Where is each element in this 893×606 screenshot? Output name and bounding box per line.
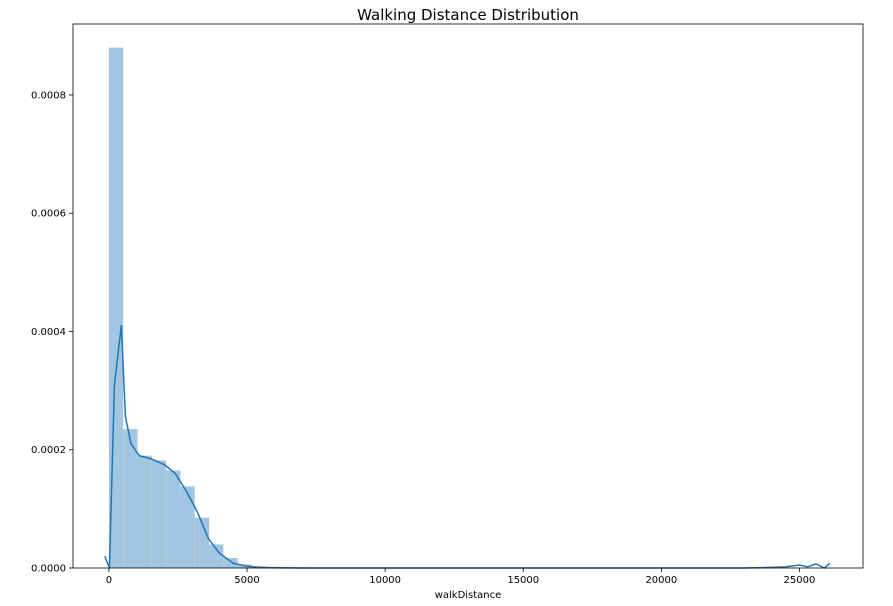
x-tick-label: 20000 <box>645 575 677 586</box>
histogram-bar <box>209 544 224 568</box>
chart-title: Walking Distance Distribution <box>357 6 579 24</box>
histogram-bar <box>123 429 138 568</box>
y-tick-label: 0.0002 <box>31 445 66 456</box>
histogram-bar <box>223 557 238 568</box>
plot-frame <box>72 23 864 569</box>
histogram-bar <box>180 486 195 568</box>
y-tick-label: 0.0000 <box>31 564 66 575</box>
x-tick-label: 15000 <box>507 575 539 586</box>
histogram-bar <box>137 455 152 568</box>
y-tick-label: 0.0008 <box>31 90 66 101</box>
histogram-bar <box>151 460 167 568</box>
x-tick-label: 25000 <box>784 575 816 586</box>
y-tick-label: 0.0006 <box>31 209 66 220</box>
kde-line <box>104 324 831 569</box>
plot-area <box>104 47 831 569</box>
y-tick-label: 0.0004 <box>31 327 66 338</box>
x-axis-title: walkDistance <box>435 590 502 601</box>
x-axis: 0 5000 10000 15000 20000 25000 <box>106 568 816 586</box>
x-tick-label: 5000 <box>234 575 259 586</box>
x-tick-label: 10000 <box>369 575 401 586</box>
y-axis: 0.0000 0.0002 0.0004 0.0006 0.0008 <box>31 90 73 575</box>
histogram-bar <box>166 470 181 568</box>
x-tick-label: 0 <box>106 575 112 586</box>
histogram-bar <box>194 517 210 568</box>
